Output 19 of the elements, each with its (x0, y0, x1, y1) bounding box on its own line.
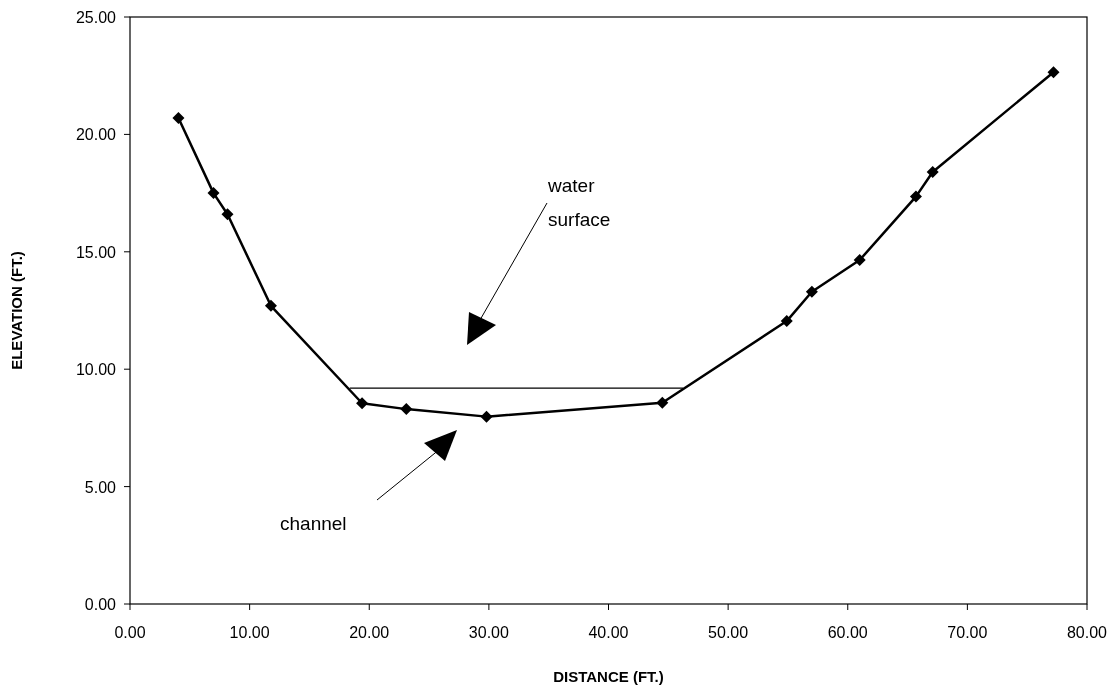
x-tick-label: 40.00 (588, 624, 629, 641)
y-tick-label: 5.00 (84, 478, 117, 496)
y-tick-label: 20.00 (75, 126, 117, 144)
y-tick-label: 0.00 (84, 596, 117, 613)
x-tick-label: 70.00 (947, 624, 988, 641)
x-tick-label: 60.00 (827, 624, 868, 641)
x-tick-label: 30.00 (468, 624, 509, 641)
y-tick-label: 10.00 (75, 361, 117, 379)
x-tick-label: 50.00 (708, 624, 749, 641)
x-tick-label: 10.00 (229, 624, 270, 641)
x-tick-label: 20.00 (349, 624, 390, 641)
y-tick-label: 25.00 (75, 9, 117, 26)
x-tick-label: 0.00 (114, 624, 146, 641)
x-axis-title: DISTANCE (FT.) (553, 668, 664, 685)
x-tick-label: 80.00 (1066, 624, 1108, 641)
annotation: water surface (547, 175, 611, 230)
y-axis-title: ELEVATION (FT.) (8, 251, 25, 370)
y-tick-label: 15.00 (75, 243, 117, 261)
annotation: channel (280, 513, 347, 534)
